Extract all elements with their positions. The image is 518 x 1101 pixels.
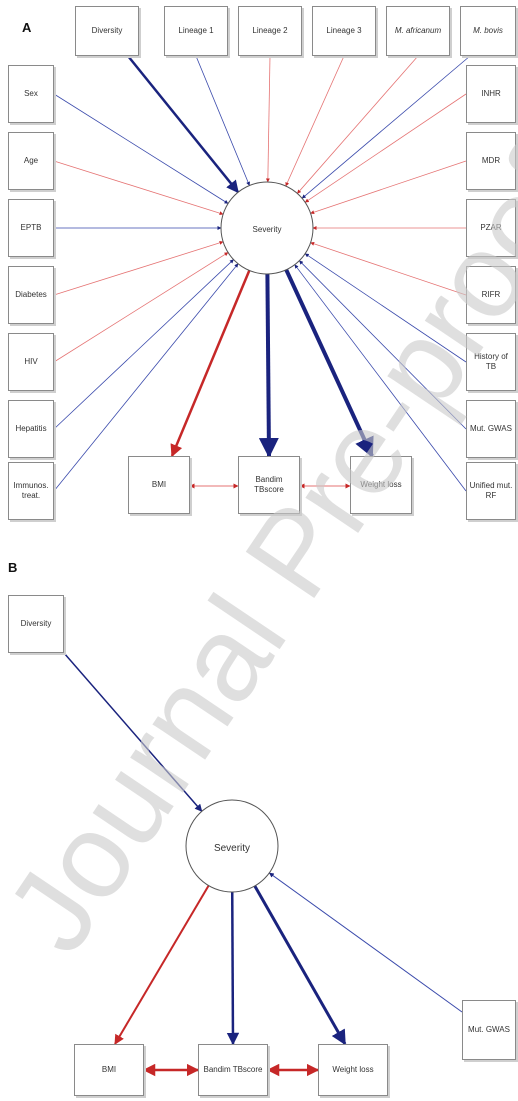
box-bandim-tbscore-a: Bandim TBscore [238,456,300,514]
box-history-of-tb: History of TB [466,333,516,391]
arrow-immunos-treat-severity [53,263,239,492]
box-hepatitis: Hepatitis [8,400,54,458]
box-lineage-2: Lineage 2 [238,6,302,56]
box-mdr: MDR [466,132,516,190]
box-weight-loss-a: Weight loss [350,456,412,514]
arrow-inhr-severity [304,93,467,203]
severity-circle-a [220,181,314,275]
arrow-severity-weightloss-a [284,268,374,458]
arrow-age-severity [53,160,224,216]
arrow-severity-bmi-a [170,269,251,458]
arrow-severity-bandim-b [226,891,240,1046]
arrow-hepatitis-severity [53,259,234,430]
severity-label-b: Severity [213,843,251,854]
arrow-m-bovis-severity [301,55,471,199]
arrow-m-africanum-severity [297,55,419,194]
arrow-history-of-tb-severity [304,253,467,363]
box-eptb: EPTB [8,199,54,257]
arrow-diabetes-severity [53,240,224,296]
arrow-diversity-severity-a [127,55,240,194]
box-sex: Sex [8,65,54,123]
box-age: Age [8,132,54,190]
arrow-sex-severity [53,93,229,204]
box-pzar: PZAR [466,199,516,257]
box-m-africanum: M. africanum [386,6,450,56]
box-diabetes: Diabetes [8,266,54,324]
box-weight-loss-b: Weight loss [318,1044,388,1096]
box-unified-mut-rf: Unified mut. RF [466,462,516,520]
arrow-hiv-severity [53,252,229,363]
box-bandim-tbscore-b: Bandim TBscore [198,1044,268,1096]
arrow-lineage2-severity [265,55,271,183]
arrow-lineage3-severity [285,55,345,187]
severity-circle-b [185,799,279,893]
arrow-severity-bandim-a [258,273,279,458]
box-lineage-3: Lineage 3 [312,6,376,56]
arrow-mut-gwas-severity [299,260,467,430]
arrow-lineage1-severity [195,55,250,186]
box-diversity-b: Diversity [8,595,64,653]
box-mut-gwas-a: Mut. GWAS [466,400,516,458]
box-diversity-a: Diversity [75,6,139,56]
box-bmi-a: BMI [128,456,190,514]
severity-label-a: Severity [252,225,282,234]
arrow-mdr-severity [310,160,467,215]
panel-a-label: A [22,20,32,35]
arrow-diversity-severity-b [63,652,203,812]
box-m-bovis: M. bovis [460,6,516,56]
arrow-rifr-severity [310,241,467,296]
arrow-severity-bmi-b [114,885,210,1045]
box-lineage-1: Lineage 1 [164,6,228,56]
box-rifr: RIFR [466,266,516,324]
box-hiv: HIV [8,333,54,391]
arrow-severity-weightloss-b [253,885,347,1046]
arrow-unified-mut-rf-severity [294,264,467,492]
panel-b-label: B [8,560,18,575]
box-bmi-b: BMI [74,1044,144,1096]
box-inhr: INHR [466,65,516,123]
box-mut-gwas-b: Mut. GWAS [462,1000,516,1060]
arrow-mut-gwas-severity-b [268,872,463,1013]
box-immunos-treat: Immunos. treat. [8,462,54,520]
